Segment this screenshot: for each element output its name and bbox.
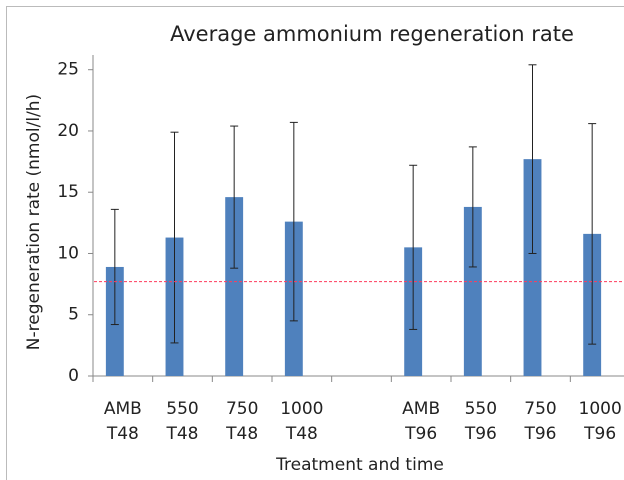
x-tick-label: T48 [165,424,198,444]
y-axis-label: N-regeneration rate (nmol/l/h) [24,94,44,350]
x-tick-label: T96 [404,424,437,444]
x-tick-label: T48 [225,424,258,444]
y-tick-label: 0 [68,366,79,386]
x-tick-label: T48 [106,424,139,444]
y-tick-label: 5 [68,305,79,325]
x-tick-label: 750 [226,399,258,419]
bar [463,206,482,376]
x-tick-label: 1000 [579,399,622,419]
x-tick-label: AMB [402,399,440,419]
x-tick-label: T48 [285,424,318,444]
chart-frame [6,6,624,480]
y-tick-label: 15 [57,182,79,202]
x-tick-label: AMB [104,399,142,419]
x-tick-label: T96 [583,424,616,444]
y-tick-label: 25 [57,60,79,80]
x-tick-label: 550 [465,399,497,419]
bar [225,197,244,376]
chart-title: Average ammonium regeneration rate [170,22,574,46]
x-tick-label: T96 [523,424,556,444]
x-axis-label: Treatment and time [275,455,444,475]
y-tick-label: 10 [57,243,79,263]
x-tick-label: 550 [166,399,198,419]
x-tick-label: 1000 [280,399,323,419]
x-tick-label: 750 [524,399,556,419]
x-tick-label: T96 [464,424,497,444]
bar [523,159,542,376]
y-tick-label: 20 [57,121,79,141]
